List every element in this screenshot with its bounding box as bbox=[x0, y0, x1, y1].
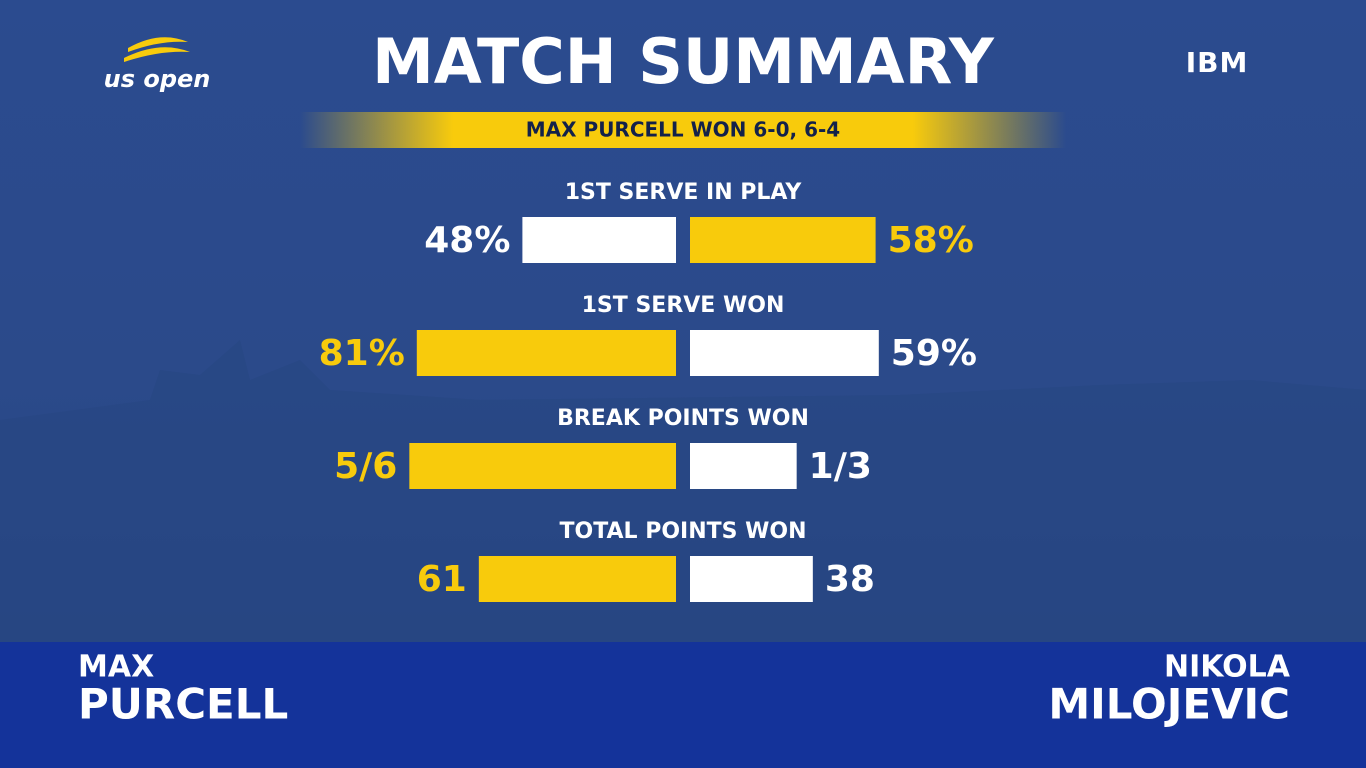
result: MAX PURCELL WON 6-0, 6-4 bbox=[526, 118, 840, 142]
stat-value: 61 bbox=[417, 559, 467, 600]
stat-bar bbox=[478, 556, 676, 602]
stat-value: 59% bbox=[891, 333, 977, 374]
stat-value: 48% bbox=[424, 220, 510, 261]
stat-label: TOTAL POINTS WON bbox=[559, 519, 806, 544]
stat-value: 81% bbox=[319, 333, 405, 374]
player-last-name: PURCELL bbox=[78, 680, 288, 729]
stat-bar bbox=[522, 217, 676, 263]
stat-bar bbox=[690, 330, 879, 376]
stat-value: 5/6 bbox=[334, 446, 397, 487]
stat-value: 38 bbox=[825, 559, 875, 600]
stat-bar bbox=[690, 556, 813, 602]
stat-value: 1/3 bbox=[809, 446, 872, 487]
stat-value: 58% bbox=[888, 220, 974, 261]
stat-bar bbox=[409, 443, 676, 489]
player-last-name: MILOJEVIC bbox=[1048, 680, 1290, 729]
sponsor-logo: IBM bbox=[1186, 46, 1249, 79]
stat-label: 1ST SERVE WON bbox=[582, 293, 785, 318]
title: MATCH SUMMARY bbox=[372, 25, 995, 98]
result-strip bbox=[300, 112, 1066, 148]
logo-text: us open bbox=[104, 65, 211, 93]
stat-bar bbox=[416, 330, 676, 376]
stat-label: BREAK POINTS WON bbox=[557, 406, 809, 431]
player-first-name: NIKOLA bbox=[1164, 650, 1291, 685]
skyline bbox=[0, 340, 1366, 642]
footer-band bbox=[0, 642, 1366, 768]
player-first-name: MAX bbox=[78, 650, 154, 685]
logo-mark bbox=[124, 37, 190, 62]
stat-bar bbox=[690, 443, 797, 489]
stat-bar bbox=[690, 217, 876, 263]
stat-label: 1ST SERVE IN PLAY bbox=[565, 180, 803, 205]
